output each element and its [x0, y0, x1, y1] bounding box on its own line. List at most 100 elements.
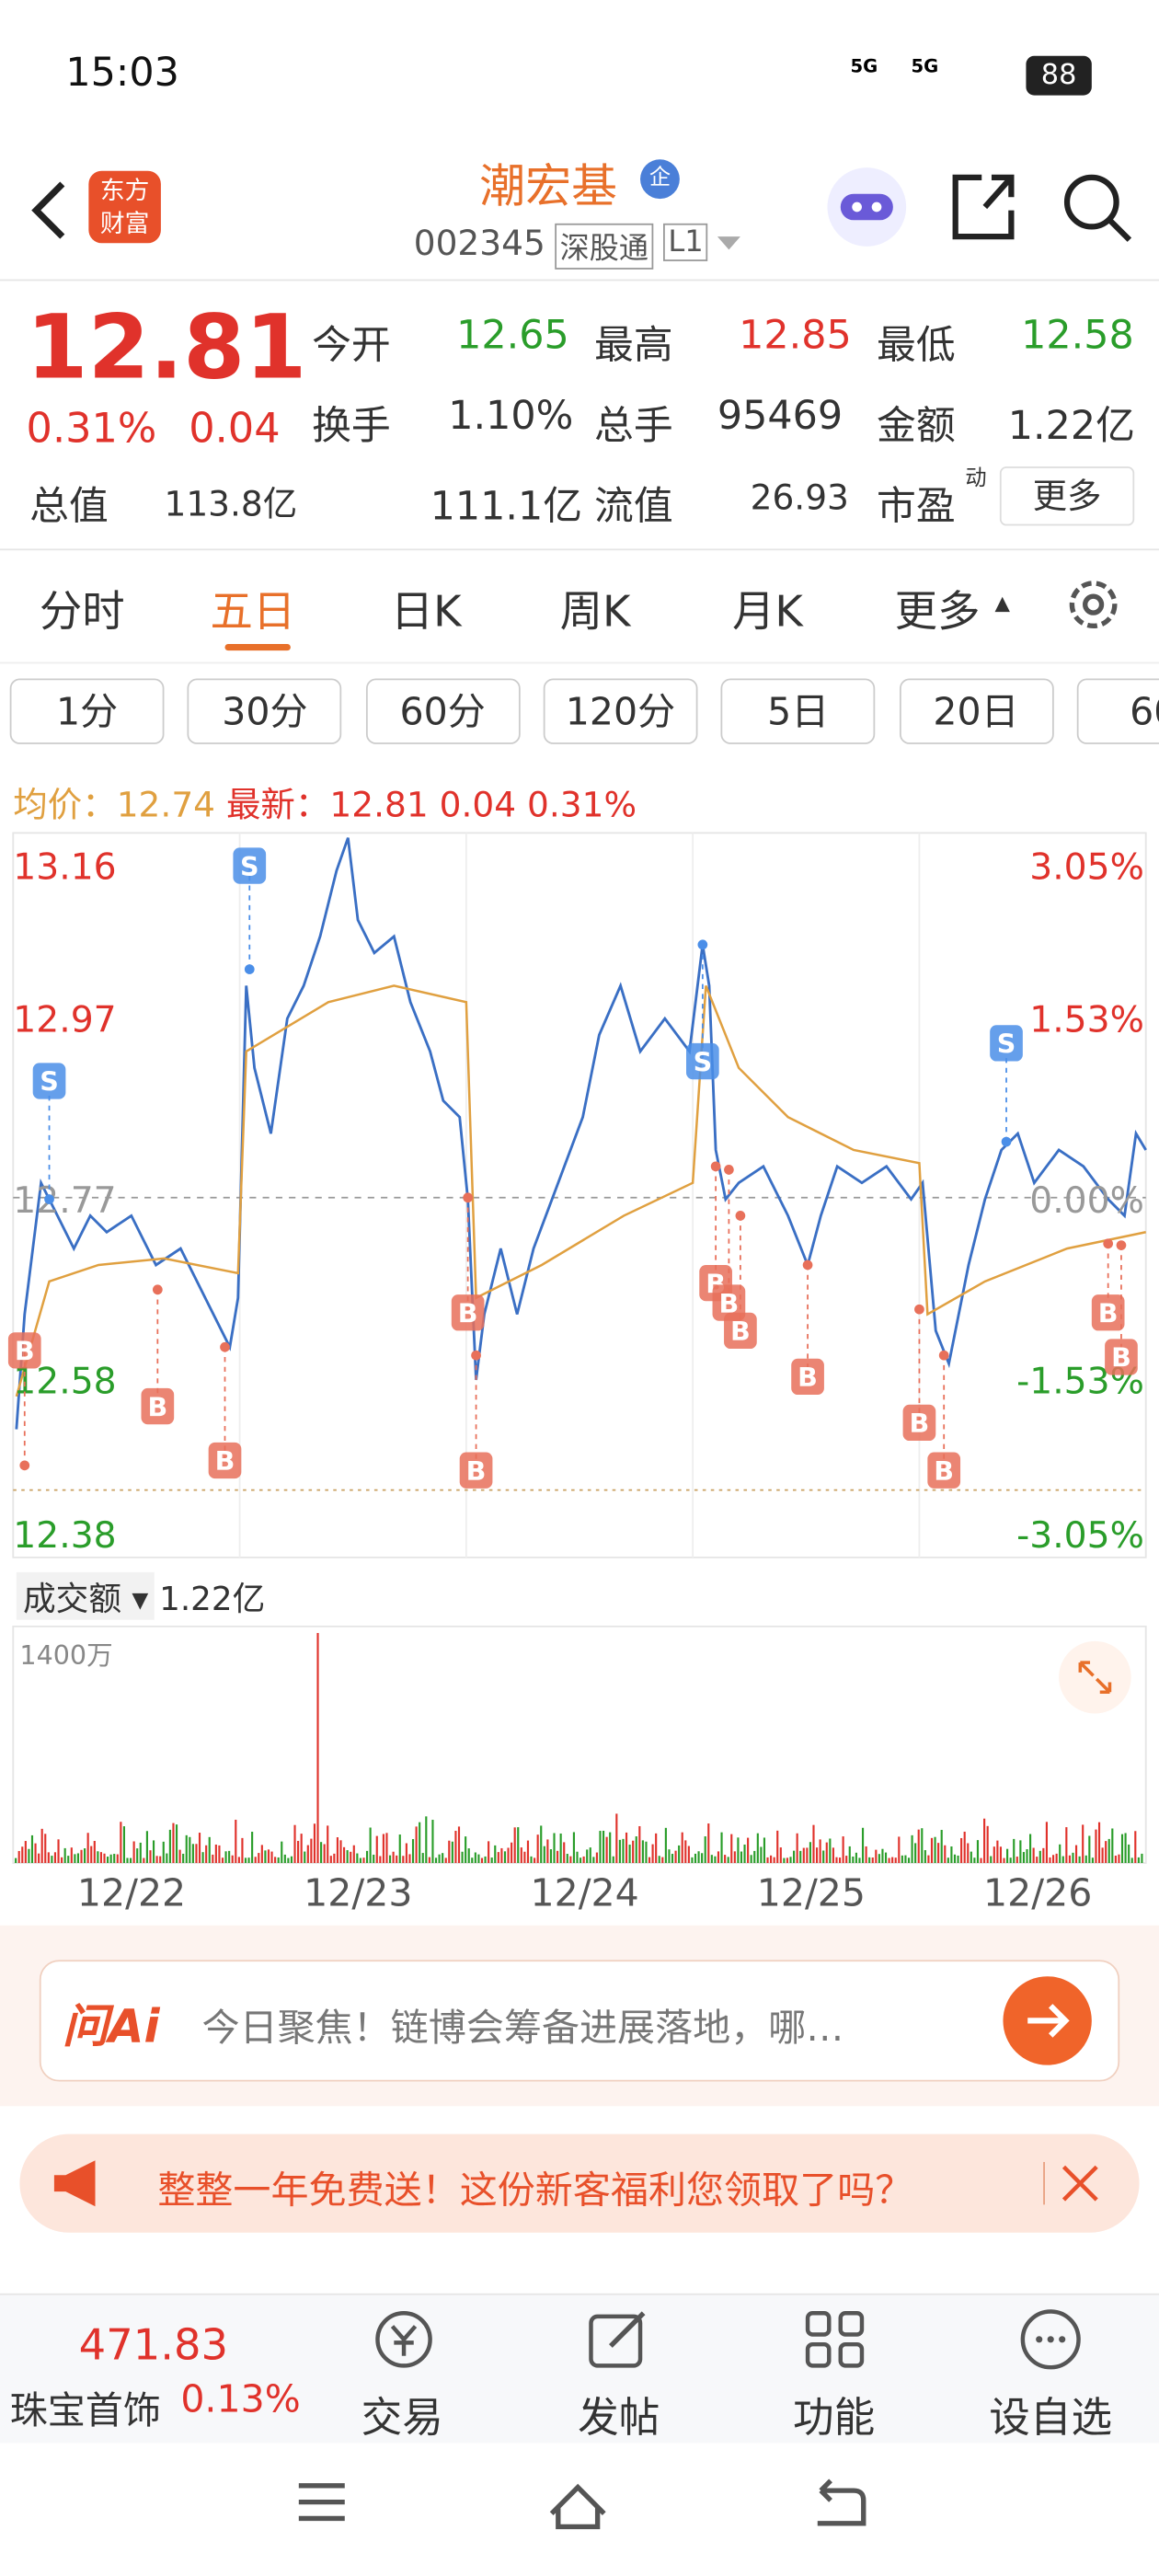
volume-bar	[480, 1857, 484, 1863]
tab[interactable]: 月K	[731, 588, 803, 638]
expand-icon[interactable]	[1057, 1639, 1132, 1715]
volume-bar	[76, 1853, 80, 1863]
volume-bar	[937, 1843, 940, 1863]
volume-bar	[1111, 1828, 1114, 1863]
volume-bar	[375, 1835, 378, 1863]
marker-dot	[710, 1161, 721, 1172]
ai-box[interactable]	[39, 1960, 1120, 2082]
volume-bar	[51, 1856, 53, 1863]
period-button[interactable]: 120分	[543, 678, 698, 744]
volume-bar	[815, 1847, 819, 1863]
volume-bar	[858, 1857, 861, 1863]
volume-bar	[1114, 1856, 1117, 1863]
marker-dot	[697, 939, 708, 950]
volume-bar	[365, 1850, 369, 1863]
tab[interactable]: 日K	[390, 588, 462, 638]
volume-bar	[497, 1852, 499, 1863]
volume-bar	[914, 1843, 917, 1863]
robot-icon[interactable]	[824, 165, 910, 250]
volume-bar	[350, 1851, 352, 1863]
volume-bar	[740, 1851, 743, 1863]
volume-bar	[201, 1852, 204, 1863]
volume-bar	[543, 1846, 545, 1863]
marker-label: S	[997, 1029, 1016, 1060]
period-button[interactable]: 20日	[899, 678, 1053, 744]
settings-icon[interactable]	[1063, 575, 1122, 634]
date-label: 12/25	[756, 1872, 866, 1916]
logo[interactable]: 东方财富	[88, 170, 161, 244]
volume-bar	[674, 1850, 677, 1863]
nav-item[interactable]: 设自选	[989, 2393, 1113, 2442]
ai-go[interactable]	[1002, 1974, 1094, 2066]
tab[interactable]: 分时	[39, 588, 125, 638]
volume-bar	[776, 1830, 779, 1863]
menu-key[interactable]	[298, 2483, 345, 2522]
volume-bar	[467, 1848, 470, 1863]
volume-bar	[300, 1834, 303, 1863]
field-label: 最低	[877, 321, 956, 368]
volume-bar	[855, 1852, 857, 1863]
tab[interactable]: 更多	[894, 588, 981, 638]
volume-bar	[911, 1834, 913, 1863]
volume-bar	[1074, 1845, 1078, 1863]
period-button[interactable]: 60分	[365, 678, 521, 744]
period-button[interactable]: 1分	[9, 678, 165, 744]
period-button[interactable]: 5日	[720, 678, 876, 744]
volume-bar	[1118, 1854, 1120, 1863]
volume-bar	[352, 1845, 355, 1863]
nav-item[interactable]: 交易	[361, 2393, 443, 2442]
volume-bar	[536, 1834, 539, 1863]
tab[interactable]: 周K	[559, 588, 631, 638]
volume-bar	[346, 1850, 349, 1863]
marker-label: B	[934, 1455, 954, 1487]
volume-bar	[310, 1838, 313, 1863]
marker-label: B	[15, 1336, 35, 1367]
volume-bar	[901, 1855, 903, 1863]
nav-item[interactable]: 功能	[792, 2393, 876, 2442]
volume-bar	[254, 1857, 257, 1863]
date-label: 12/24	[530, 1872, 639, 1916]
volume-bar	[822, 1850, 825, 1863]
back-key[interactable]	[817, 2478, 866, 2526]
nav-item[interactable]: 发帖	[578, 2393, 660, 2442]
dropdown[interactable]	[716, 234, 742, 253]
marker-box	[1091, 1294, 1125, 1331]
volume-bar	[323, 1844, 326, 1863]
ai-brand: 问Ai	[62, 1999, 160, 2054]
marker-label: B	[1098, 1297, 1119, 1328]
date-label: 12/23	[304, 1872, 413, 1916]
volume-bar	[671, 1854, 674, 1863]
home-key[interactable]	[549, 2483, 606, 2530]
period-button[interactable]: 30分	[187, 678, 342, 744]
marker-dot	[724, 1165, 734, 1175]
axis-left-label: 12.77	[13, 1180, 116, 1222]
search-icon[interactable]	[1061, 171, 1133, 244]
volume-bar	[195, 1844, 198, 1863]
volume-bar	[572, 1832, 576, 1863]
volume-bar	[714, 1856, 717, 1863]
back-button[interactable]	[23, 178, 73, 243]
tab[interactable]: 五日	[210, 588, 296, 638]
volume-bar	[139, 1842, 142, 1863]
axis-right-label: 1.53%	[1029, 999, 1144, 1041]
volume-bar	[408, 1854, 411, 1863]
volume-bar	[457, 1826, 461, 1863]
close-promo[interactable]	[1040, 2158, 1106, 2208]
share-icon[interactable]	[949, 171, 1018, 244]
volume-bar	[517, 1827, 520, 1863]
marker-box	[459, 1452, 493, 1489]
promo-bar[interactable]	[19, 2133, 1140, 2233]
volume-bar	[24, 1841, 27, 1863]
volume-bar	[425, 1816, 428, 1863]
more-button[interactable]: 更多	[999, 466, 1135, 526]
price-chart: 13.1612.9712.7712.5812.383.05%1.53%0.00%…	[7, 832, 1147, 1558]
volume-bar	[720, 1832, 723, 1863]
badge: 企	[640, 159, 680, 200]
volume-bar	[1061, 1856, 1064, 1863]
volume-bar	[615, 1813, 618, 1863]
volume-bar	[563, 1842, 566, 1863]
volume-bar	[1059, 1844, 1061, 1863]
period-button[interactable]: 60	[1076, 678, 1159, 744]
volume-bar	[166, 1853, 168, 1863]
